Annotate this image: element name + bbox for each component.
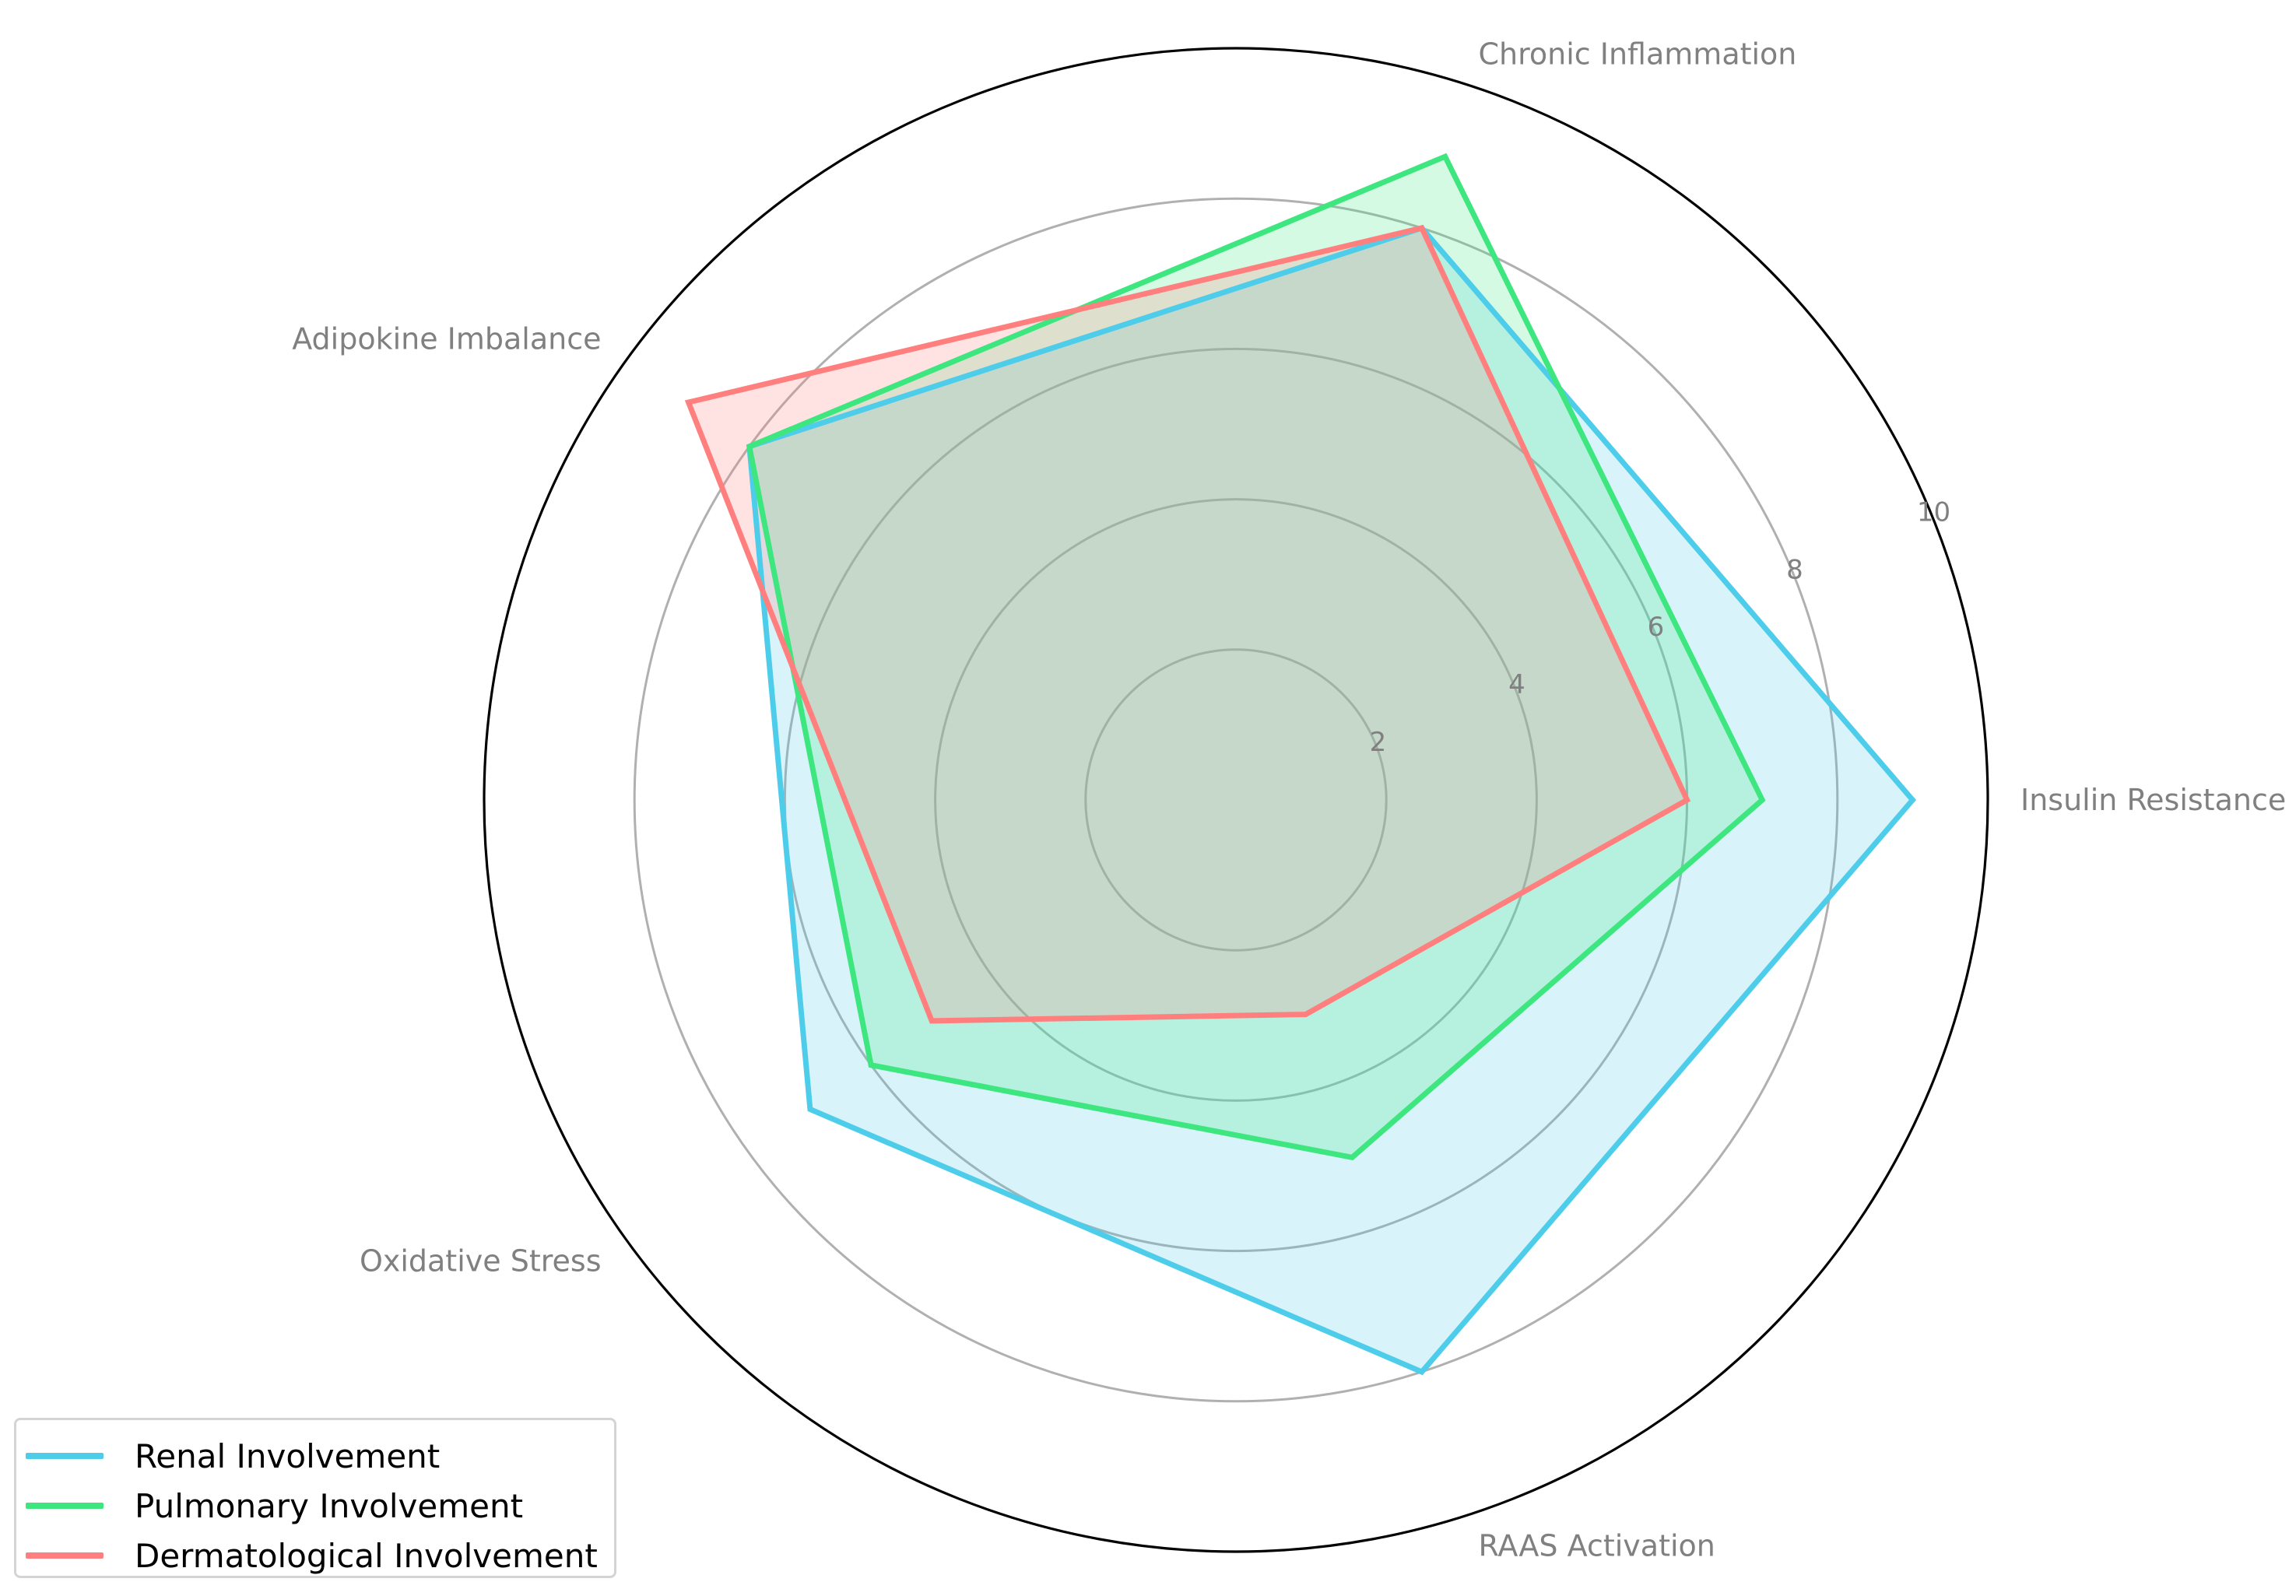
legend-label-pulmonary: Pulmonary Involvement bbox=[135, 1486, 524, 1525]
axis-label-raas-activation: RAAS Activation bbox=[1479, 1529, 1715, 1563]
grid-circle-2 bbox=[1084, 648, 1388, 952]
axis-label-insulin-resistance: Insulin Resistance bbox=[2020, 783, 2286, 817]
tick-label-2: 2 bbox=[1370, 727, 1387, 758]
tick-label-10: 10 bbox=[1917, 496, 1950, 528]
axis-label-chronic-inflammation: Chronic Inflammation bbox=[1479, 37, 1797, 71]
legend-swatch-renal bbox=[26, 1453, 104, 1459]
outer-frame-circle bbox=[483, 47, 1989, 1553]
series-line-dermatological-involvement bbox=[684, 224, 1691, 1024]
tick-label-4: 4 bbox=[1508, 669, 1525, 700]
tick-label-6: 6 bbox=[1648, 612, 1665, 643]
tick-label-8: 8 bbox=[1786, 554, 1803, 585]
legend-swatch-pulmonary bbox=[26, 1503, 104, 1509]
series-fill-dermatological-involvement bbox=[688, 228, 1687, 1021]
legend: Renal Involvement Pulmonary Involvement … bbox=[14, 1418, 616, 1578]
radar-series bbox=[684, 153, 1917, 1376]
series-line-renal-involvement bbox=[746, 224, 1917, 1376]
axis-label-adipokine-imbalance: Adipokine Imbalance bbox=[292, 322, 601, 356]
legend-swatch-dermatological bbox=[26, 1552, 104, 1559]
legend-item-dermatological: Dermatological Involvement bbox=[26, 1531, 605, 1580]
radial-tick-labels: 2 4 6 8 10 bbox=[1370, 496, 1950, 758]
legend-item-renal: Renal Involvement bbox=[26, 1431, 605, 1481]
axis-label-oxidative-stress: Oxidative Stress bbox=[360, 1244, 602, 1279]
legend-item-pulmonary: Pulmonary Involvement bbox=[26, 1481, 605, 1531]
grid-circle-4 bbox=[934, 498, 1538, 1102]
axis-labels: Insulin Resistance Chronic Inflammation Ad… bbox=[292, 37, 2286, 1563]
series-fill-pulmonary-involvement bbox=[749, 156, 1763, 1158]
legend-label-renal: Renal Involvement bbox=[135, 1436, 441, 1475]
series-line-pulmonary-involvement bbox=[746, 153, 1766, 1161]
legend-label-dermatological: Dermatological Involvement bbox=[135, 1536, 598, 1575]
grid-circle-8 bbox=[633, 197, 1839, 1403]
